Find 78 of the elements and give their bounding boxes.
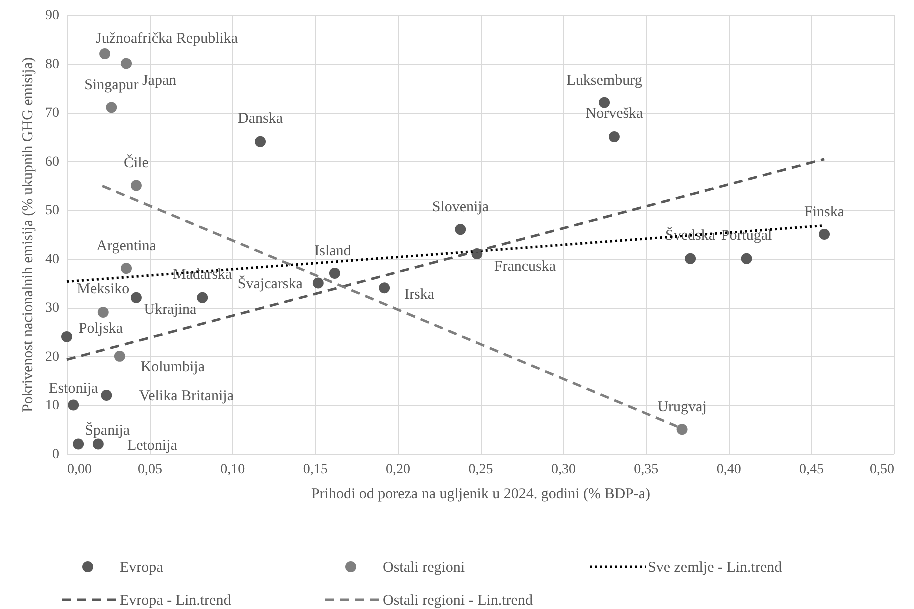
point bbox=[455, 224, 466, 236]
point bbox=[130, 180, 142, 192]
data-label: Južnoafrička Republika bbox=[96, 31, 238, 48]
x-tick-label: 0,50 bbox=[870, 462, 894, 478]
legend-label: Evropa bbox=[120, 560, 164, 576]
x-tick-label: 0,30 bbox=[551, 462, 576, 478]
point bbox=[685, 253, 696, 264]
x-tick-label: 0,40 bbox=[716, 462, 742, 478]
point bbox=[92, 438, 104, 450]
data-label: Kolumbija bbox=[140, 359, 206, 376]
x-tick-label: 0,15 bbox=[303, 462, 328, 478]
data-label: Danska bbox=[238, 110, 284, 127]
point bbox=[599, 97, 610, 108]
y-tick-label: 20 bbox=[46, 350, 60, 365]
x-axis-title: Prihodi od poreza na ugljenik u 2024. godini (% BDP-a) bbox=[311, 486, 651, 502]
x-tick-label: 0,10 bbox=[220, 462, 246, 478]
point bbox=[608, 131, 620, 142]
data-label: Argentina bbox=[96, 238, 157, 255]
point bbox=[98, 307, 109, 318]
point bbox=[197, 292, 208, 304]
data-label: Slovenija bbox=[432, 200, 490, 216]
data-label: Švajcarska bbox=[238, 275, 304, 292]
data-label: Singapur bbox=[84, 78, 139, 94]
data-label: Finska bbox=[804, 204, 845, 220]
point bbox=[130, 292, 142, 304]
point bbox=[100, 48, 111, 60]
y-tick-label: 10 bbox=[46, 398, 60, 414]
y-tick-label: 40 bbox=[46, 252, 60, 268]
legend-label: Sve zemlje - Lin.trend bbox=[648, 560, 783, 576]
point bbox=[73, 438, 84, 450]
data-label: Francuska bbox=[494, 259, 556, 276]
legend-label: Evropa - Lin.trend bbox=[120, 593, 232, 609]
point bbox=[62, 331, 72, 342]
point bbox=[114, 350, 126, 362]
point bbox=[312, 278, 324, 289]
y-tick-label: 50 bbox=[46, 204, 60, 219]
data-label: Španija bbox=[85, 422, 130, 440]
legend-label: Ostali regioni - Lin.trend bbox=[383, 593, 534, 609]
y-tick-label: 0 bbox=[52, 448, 60, 462]
point bbox=[819, 229, 830, 240]
data-label: Japan bbox=[142, 72, 178, 89]
point bbox=[255, 136, 266, 148]
y-tick-label: 80 bbox=[46, 57, 60, 72]
data-label: Portugal bbox=[721, 228, 772, 244]
data-label: Estonija bbox=[49, 381, 99, 398]
data-label: Ukrajina bbox=[144, 302, 198, 318]
x-tick-label: 0,05 bbox=[138, 462, 162, 478]
data-label: Meksiko bbox=[77, 282, 130, 298]
data-label: Letonija bbox=[127, 438, 178, 454]
data-label: Poljska bbox=[78, 320, 124, 337]
y-axis-title: Pokrivenost nacionalnih emisija (% ukupnih GHG emisija) bbox=[20, 58, 36, 412]
point bbox=[121, 58, 132, 70]
data-label: Irska bbox=[404, 287, 435, 304]
point bbox=[101, 390, 112, 401]
point bbox=[68, 400, 80, 411]
data-label: Island bbox=[314, 244, 352, 260]
point bbox=[379, 282, 390, 294]
y-tick-label: 90 bbox=[46, 8, 60, 24]
data-label: Čile bbox=[124, 154, 150, 172]
point bbox=[329, 268, 340, 279]
x-tick-label: 0,00 bbox=[68, 462, 92, 478]
data-label: Urugvaj bbox=[658, 400, 707, 416]
point bbox=[741, 253, 752, 264]
y-tick-label: 60 bbox=[46, 154, 60, 170]
point bbox=[106, 102, 118, 114]
legend-label: Ostali regioni bbox=[383, 560, 466, 576]
y-tick-label: 30 bbox=[46, 301, 60, 316]
x-tick-label: 0,20 bbox=[386, 462, 411, 478]
x-tick-label: 0,35 bbox=[634, 462, 659, 478]
y-tick-label: 70 bbox=[46, 106, 60, 122]
data-label: Velika Britanija bbox=[139, 388, 234, 404]
point bbox=[121, 263, 132, 274]
point bbox=[676, 424, 688, 436]
x-tick-label: 0,25 bbox=[468, 462, 494, 478]
data-label: Mađarska bbox=[173, 266, 233, 283]
x-tick-label: 0,45 bbox=[800, 462, 824, 478]
data-label: Norveška bbox=[586, 106, 644, 122]
data-label: Luksemburg bbox=[566, 72, 643, 89]
